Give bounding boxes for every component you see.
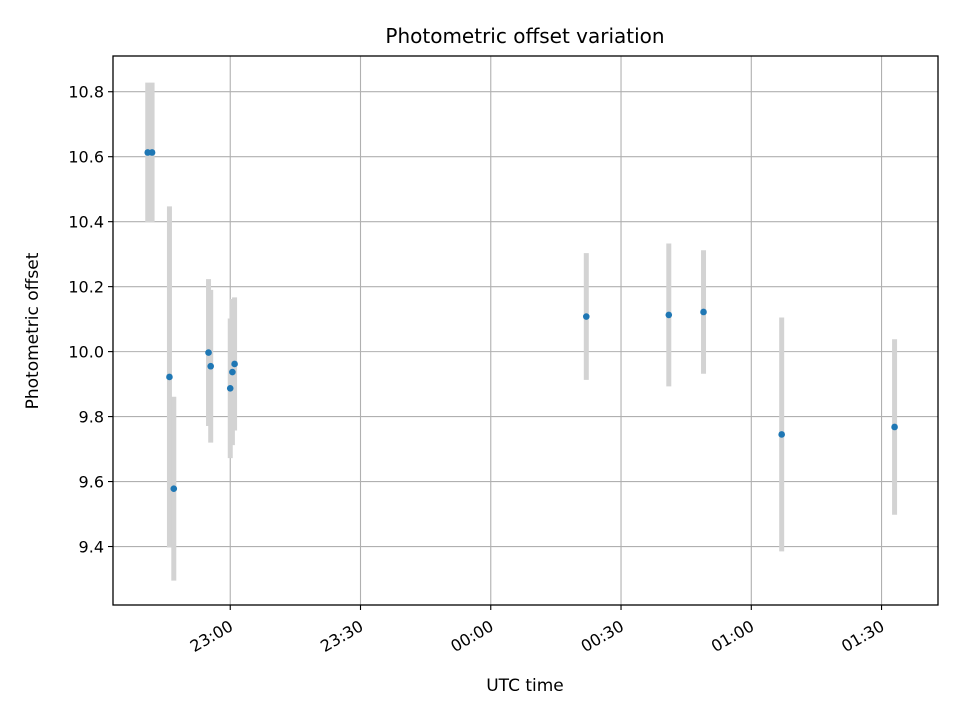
y-axis-ticks: 9.4 9.6 9.8 10.0 10.2 10.4 10.6 10.8	[68, 83, 113, 557]
y-tick-label: 10.4	[68, 213, 104, 232]
y-tick-label: 10.6	[68, 148, 104, 167]
x-axis-label: UTC time	[486, 676, 564, 696]
data-point	[665, 311, 673, 319]
data-point	[170, 485, 178, 493]
data-point	[205, 349, 212, 356]
plot-frame	[112, 55, 939, 606]
data-point	[778, 431, 785, 438]
data-point	[891, 423, 898, 431]
data-point	[582, 313, 590, 320]
data-points	[144, 149, 898, 493]
y-tick-label: 10.2	[68, 278, 104, 297]
y-axis-label: Photometric offset	[23, 252, 43, 409]
y-tick-label: 9.8	[79, 408, 104, 427]
data-point	[166, 373, 173, 381]
data-point	[148, 149, 156, 156]
data-point	[231, 360, 238, 368]
data-point	[700, 308, 707, 316]
y-tick-label: 10.8	[68, 83, 104, 102]
y-tick-label: 9.6	[79, 473, 104, 492]
y-tick-label: 9.4	[79, 538, 104, 557]
data-point	[229, 368, 236, 376]
data-point	[207, 362, 214, 370]
grid	[113, 56, 938, 605]
data-point	[226, 385, 234, 392]
chart-title: Photometric offset variation	[385, 24, 664, 48]
y-tick-label: 10.0	[68, 343, 104, 362]
